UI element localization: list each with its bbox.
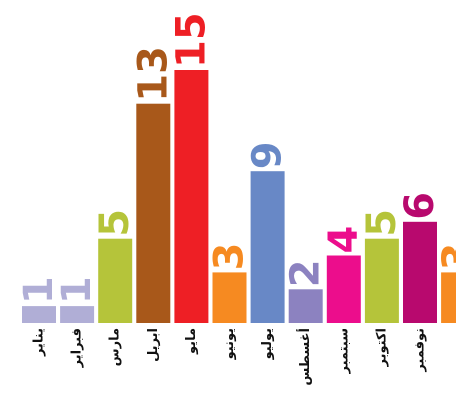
value-label-3: 5 — [92, 209, 138, 237]
category-label-9: سبتمبر — [336, 328, 351, 375]
value-label-2: 1 — [54, 276, 100, 304]
category-label-7: يوليو — [260, 328, 275, 360]
value-label-9: 4 — [321, 226, 367, 254]
value-label-12: 3 — [435, 243, 456, 271]
value-label-7: 9 — [245, 141, 291, 169]
category-label-3: مارس — [108, 328, 123, 366]
bars-group — [22, 70, 456, 323]
category-label-8: أغسطس — [296, 328, 313, 386]
bar-11 — [403, 221, 437, 323]
value-label-11: 6 — [397, 192, 443, 220]
value-label-8: 2 — [283, 259, 329, 287]
category-label-1: يناير — [32, 328, 47, 357]
bar-2 — [60, 306, 95, 323]
category-label-11: نوفمبر — [413, 328, 428, 373]
value-label-1: 1 — [16, 276, 62, 304]
value-label-6: 3 — [207, 243, 253, 271]
value-label-5: 15 — [168, 12, 214, 68]
category-label-5: مايو — [184, 328, 199, 355]
bar-9 — [326, 255, 361, 323]
value-label-10: 5 — [359, 209, 405, 237]
category-labels-group: يناير فبراير مارس ابريل مايو يونيو يوليو أغسطس س… — [32, 328, 456, 386]
bar-8 — [288, 289, 323, 323]
bar-1 — [22, 306, 56, 323]
value-labels-group: 11513153924563 — [16, 12, 456, 304]
bar-4 — [136, 103, 171, 323]
category-label-10: اكتوبر — [374, 328, 389, 367]
bar-7 — [250, 171, 285, 323]
bar-10 — [364, 238, 399, 323]
category-label-12: ديسمبر — [451, 328, 456, 376]
category-label-4: ابريل — [146, 328, 161, 362]
bar-12 — [441, 272, 456, 323]
value-label-4: 13 — [130, 46, 176, 102]
category-label-2: فبراير — [70, 328, 85, 368]
category-label-6: يونيو — [222, 328, 237, 360]
bar-6 — [212, 272, 247, 323]
bar-5 — [174, 70, 209, 323]
bar-3 — [98, 238, 133, 323]
